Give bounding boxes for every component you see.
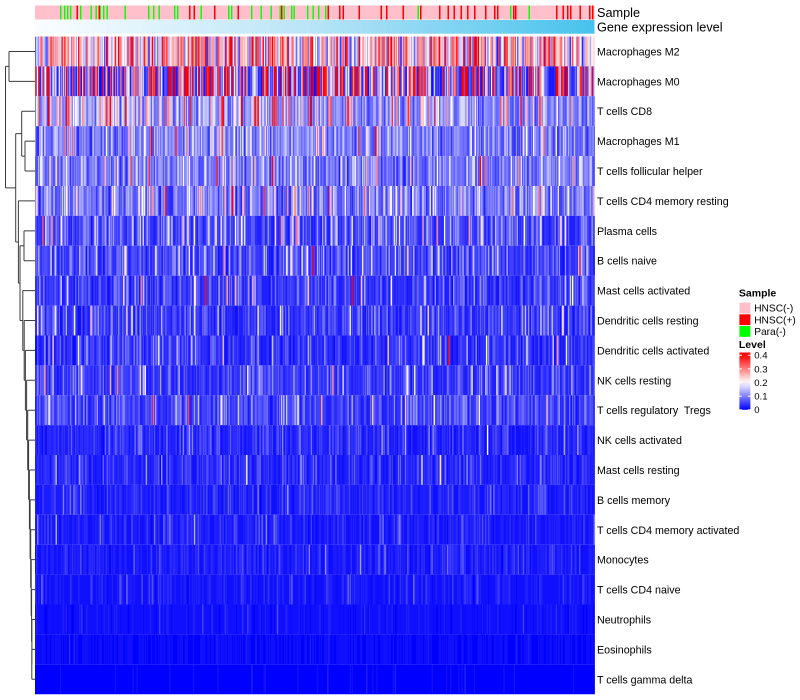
svg-text:T cells follicular helper: T cells follicular helper <box>597 166 703 178</box>
svg-text:B cells naive: B cells naive <box>597 256 657 268</box>
svg-text:T cells CD8: T cells CD8 <box>597 106 652 118</box>
svg-text:Level: Level <box>739 339 766 351</box>
svg-text:NK cells resting: NK cells resting <box>597 375 671 387</box>
svg-text:0.3: 0.3 <box>754 364 767 375</box>
svg-text:T cells regulatory Tregs: T cells regulatory Tregs <box>597 405 711 417</box>
svg-text:Dendritic cells resting: Dendritic cells resting <box>597 316 699 328</box>
svg-text:Eosinophils: Eosinophils <box>597 644 652 656</box>
svg-text:Sample: Sample <box>597 6 640 20</box>
svg-text:HNSC(-): HNSC(-) <box>754 304 793 315</box>
svg-text:Gene expression level: Gene expression level <box>597 21 723 35</box>
svg-text:Macrophages M2: Macrophages M2 <box>597 46 680 58</box>
svg-text:Macrophages M0: Macrophages M0 <box>597 76 680 88</box>
svg-text:T cells CD4 memory resting: T cells CD4 memory resting <box>597 196 729 208</box>
svg-text:Mast cells resting: Mast cells resting <box>597 465 680 477</box>
svg-text:0.1: 0.1 <box>754 392 767 403</box>
svg-text:Para(-): Para(-) <box>754 327 786 338</box>
svg-text:0.2: 0.2 <box>754 378 767 389</box>
svg-text:Neutrophils: Neutrophils <box>597 615 651 627</box>
svg-text:B cells memory: B cells memory <box>597 495 671 507</box>
svg-text:HNSC(+): HNSC(+) <box>754 315 796 326</box>
svg-text:Plasma cells: Plasma cells <box>597 226 657 238</box>
svg-text:Sample: Sample <box>739 288 777 300</box>
svg-text:Mast cells activated: Mast cells activated <box>597 286 690 298</box>
svg-text:0: 0 <box>754 405 759 416</box>
svg-text:T cells CD4 naive: T cells CD4 naive <box>597 585 681 597</box>
svg-text:Macrophages M1: Macrophages M1 <box>597 136 680 148</box>
svg-text:Monocytes: Monocytes <box>597 555 649 567</box>
svg-text:T cells CD4 memory activated: T cells CD4 memory activated <box>597 525 739 537</box>
svg-text:T cells gamma delta: T cells gamma delta <box>597 674 692 686</box>
svg-text:NK cells activated: NK cells activated <box>597 435 682 447</box>
svg-text:0.4: 0.4 <box>754 351 768 362</box>
svg-text:Dendritic cells activated: Dendritic cells activated <box>597 345 709 357</box>
